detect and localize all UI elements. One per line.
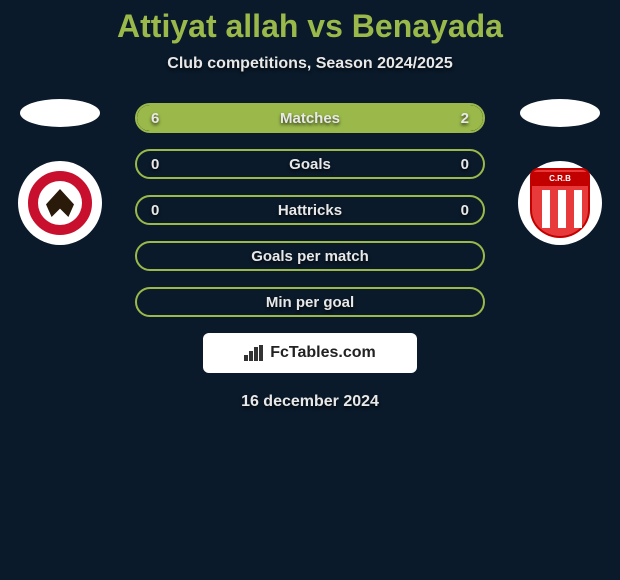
bar-fill-right (397, 105, 484, 131)
crb-abbr: C.R.B (532, 172, 588, 186)
stat-value-right: 0 (461, 156, 469, 173)
stat-row-matches: 6 2 Matches (135, 103, 485, 133)
club-badge-left (18, 161, 102, 245)
stat-row-min-per-goal: Min per goal (135, 287, 485, 317)
bar-fill-left (137, 105, 397, 131)
page-subtitle: Club competitions, Season 2024/2025 (0, 55, 620, 73)
crb-crest-icon: C.R.B (530, 168, 590, 238)
bar-chart-icon (244, 345, 264, 361)
stat-value-left: 0 (151, 156, 159, 173)
comparison-area: C.R.B 6 2 Matches 0 0 Goals 0 0 Hattricks Goals p… (0, 103, 620, 317)
stat-label: Goals per match (251, 248, 369, 265)
date-text: 16 december 2024 (0, 393, 620, 411)
stat-value-left: 6 (151, 110, 159, 127)
branding-text: FcTables.com (270, 344, 376, 362)
branding-badge: FcTables.com (203, 333, 417, 373)
stat-value-left: 0 (151, 202, 159, 219)
stat-row-goals: 0 0 Goals (135, 149, 485, 179)
stat-row-hattricks: 0 0 Hattricks (135, 195, 485, 225)
club-badge-right: C.R.B (518, 161, 602, 245)
stat-label: Hattricks (278, 202, 342, 219)
stat-row-goals-per-match: Goals per match (135, 241, 485, 271)
stat-label: Matches (280, 110, 340, 127)
player-avatar-left (20, 99, 100, 127)
stats-column: 6 2 Matches 0 0 Goals 0 0 Hattricks Goals per mat… (135, 103, 485, 317)
player-avatar-right (520, 99, 600, 127)
stat-value-right: 0 (461, 202, 469, 219)
stat-label: Goals (289, 156, 331, 173)
al-ahly-crest-icon (28, 171, 92, 235)
page-title: Attiyat allah vs Benayada (0, 0, 620, 45)
stat-value-right: 2 (461, 110, 469, 127)
stat-label: Min per goal (266, 294, 354, 311)
